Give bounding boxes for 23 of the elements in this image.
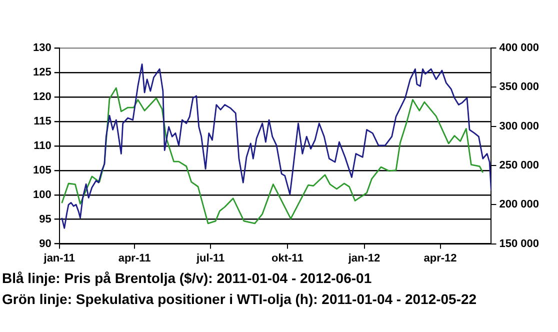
text: Grön linje: Spekulativa positioner i WTI-olja (h): 2011-01-04 - 2012-05-22 (2, 290, 478, 309)
y-tick-label: 100 (32, 188, 52, 201)
y-tick-label: 115 (34, 115, 52, 128)
x-tick-label: jan-12 (347, 252, 380, 264)
y-tick-label: 105 (32, 164, 52, 176)
y-tick-label: 90 (39, 238, 52, 250)
x-tick-label: okt-11 (272, 252, 304, 264)
x-tick-label: apr-12 (424, 252, 457, 264)
x-tick-label: jul-11 (195, 252, 225, 264)
y2-tick-label: 250 000 (499, 160, 540, 172)
y-tick-label: 95 (39, 213, 52, 226)
text: Blå linje: Pris på Brentolja ($/v): 2011-01-04 - 2012-06-01 (2, 269, 373, 288)
y2-tick-label: 300 000 (499, 120, 540, 132)
y2-tick-label: 350 000 (499, 81, 540, 94)
y2-tick-label: 400 000 (499, 42, 540, 54)
y-tick-label: 120 (32, 90, 52, 103)
x-tick-label: apr-11 (118, 252, 151, 264)
y-tick-label: 110 (34, 140, 52, 152)
x-tick-label: jan-11 (42, 252, 75, 264)
y-tick-label: 130 (32, 42, 52, 54)
y-tick-label: 125 (32, 66, 52, 79)
y2-tick-label: 150 000 (499, 238, 540, 250)
y2-tick-label: 200 000 (499, 198, 540, 211)
